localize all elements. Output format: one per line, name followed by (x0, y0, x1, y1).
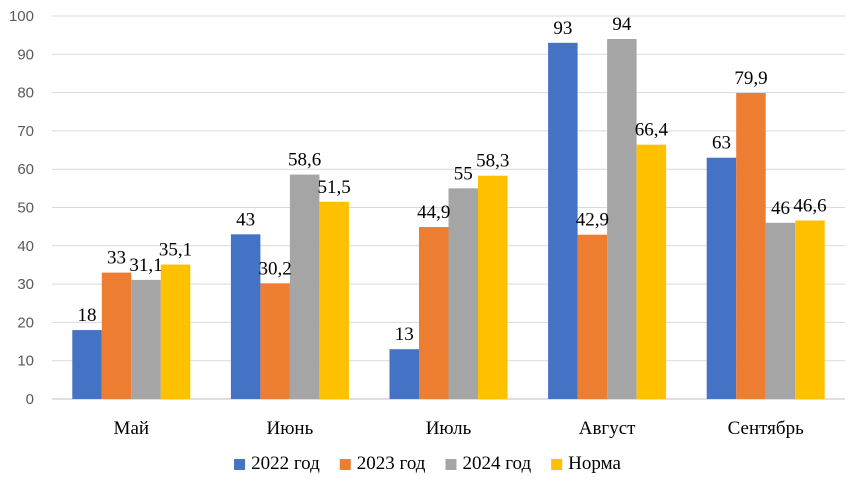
bar-2024-год-4 (765, 222, 796, 399)
bar-2024-год-0 (131, 279, 161, 399)
bar-2023-год-2 (419, 227, 449, 399)
data-label: 58,3 (476, 151, 509, 172)
data-label: 51,5 (318, 177, 351, 198)
bar-2022-год-3 (548, 42, 578, 400)
data-label: 66,4 (635, 120, 669, 141)
y-axis-ticks: 0 10 20 30 40 50 60 70 80 90 100 (9, 8, 34, 408)
legend: 2022 год 2023 год 2024 год Норма (234, 453, 621, 474)
y-tick-label: 90 (17, 46, 34, 63)
y-tick-label: 30 (17, 276, 34, 293)
y-tick-label: 80 (17, 85, 34, 102)
bar-2022-год-0 (72, 330, 102, 399)
y-tick-label: 10 (17, 353, 34, 370)
bar-2023-год-0 (101, 272, 132, 399)
x-axis-categories: Май Июнь Июль Август Сентябрь (114, 418, 805, 439)
y-tick-label: 100 (9, 8, 34, 25)
legend-swatch (445, 459, 457, 470)
bar-Норма-0 (160, 264, 191, 399)
x-category-label: Июль (426, 418, 472, 439)
bar-2022-год-4 (706, 157, 737, 399)
legend-item: 2023 год (339, 453, 426, 474)
data-label: 46 (771, 198, 790, 219)
x-category-label: Июнь (267, 418, 314, 439)
bar-2022-год-1 (230, 234, 261, 399)
y-tick-label: 40 (17, 238, 34, 255)
data-label: 94 (612, 14, 632, 35)
data-label: 46,6 (793, 196, 826, 217)
data-label: 33 (107, 248, 126, 269)
bar-2024-год-3 (607, 38, 637, 399)
data-label: 79,9 (734, 68, 767, 89)
data-label: 13 (395, 324, 414, 345)
x-category-label: Август (579, 418, 636, 439)
x-category-label: Май (114, 418, 150, 439)
data-label: 18 (78, 305, 97, 326)
legend-item: 2024 год (445, 453, 531, 474)
data-label: 63 (712, 133, 731, 154)
data-label: 44,9 (417, 202, 450, 223)
bar-Норма-2 (478, 175, 508, 399)
data-label: 93 (553, 18, 572, 39)
data-label: 35,1 (159, 240, 192, 261)
bar-Норма-1 (319, 201, 349, 399)
legend-swatch (234, 459, 246, 470)
y-tick-label: 0 (26, 391, 34, 408)
bar-2023-год-3 (577, 234, 608, 399)
bar-2023-год-1 (260, 283, 290, 399)
bar-Норма-4 (795, 220, 825, 399)
data-label: 30,2 (259, 258, 292, 279)
legend-swatch (339, 459, 351, 470)
legend-swatch (551, 459, 563, 470)
bars (72, 38, 825, 400)
data-label: 43 (236, 209, 255, 230)
x-category-label: Сентябрь (728, 418, 804, 439)
data-label: 55 (454, 163, 473, 184)
data-label: 42,9 (576, 210, 609, 231)
y-tick-label: 20 (17, 314, 34, 331)
legend-label: 2023 год (357, 453, 426, 474)
data-label: 58,6 (288, 150, 321, 171)
legend-label: Норма (568, 453, 621, 474)
y-tick-label: 50 (17, 200, 34, 217)
legend-item: 2022 год (234, 453, 320, 474)
bar-2024-год-2 (448, 188, 478, 399)
y-tick-label: 70 (17, 123, 34, 140)
bar-Норма-3 (636, 144, 667, 399)
bar-2022-год-2 (389, 349, 419, 399)
bar-2023-год-4 (736, 92, 766, 399)
legend-label: 2024 год (462, 453, 531, 474)
data-label: 31,1 (129, 255, 162, 276)
legend-label: 2022 год (251, 453, 320, 474)
bar-2024-год-1 (289, 174, 320, 399)
legend-item: Норма (551, 453, 621, 474)
y-tick-label: 60 (17, 161, 34, 178)
